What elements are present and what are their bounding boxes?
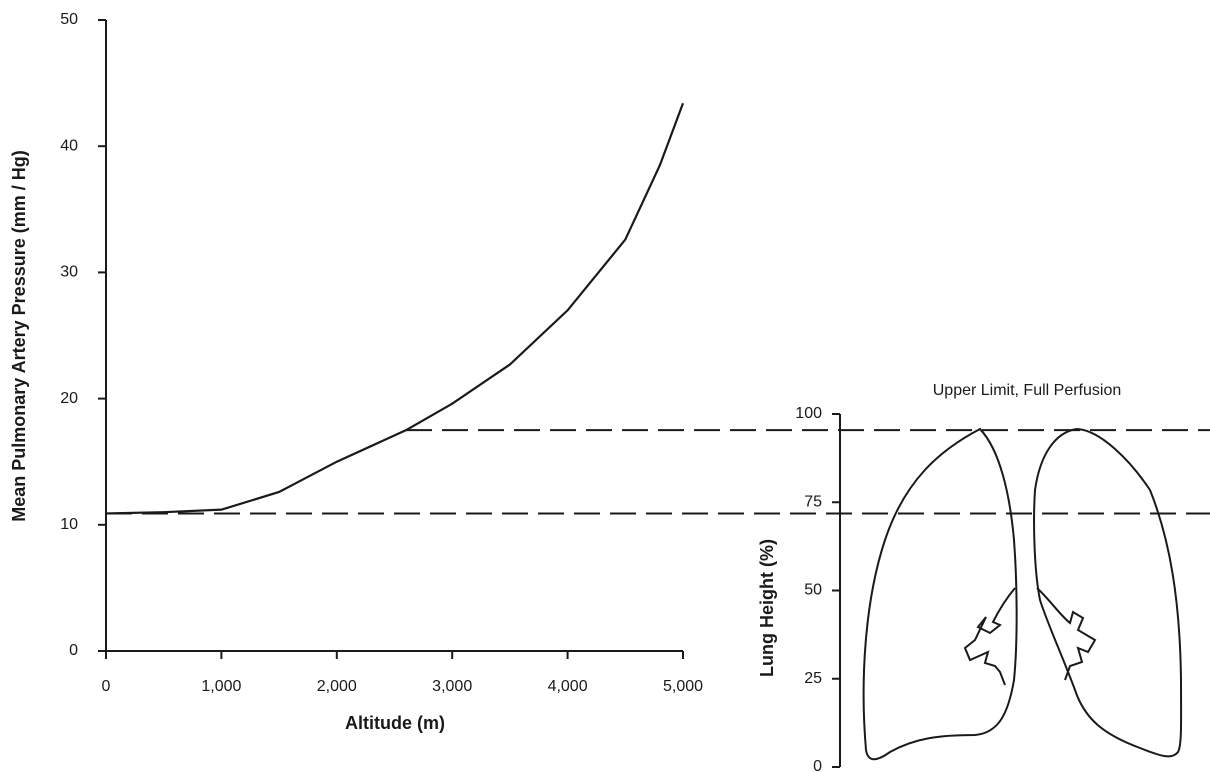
y-tick-label: 30 bbox=[60, 264, 78, 281]
lung-tick-label: 100 bbox=[795, 405, 822, 422]
y-tick-label: 0 bbox=[69, 642, 78, 659]
right-bronchus bbox=[1036, 587, 1097, 681]
x-axis-title: Altitude (m) bbox=[345, 713, 445, 733]
y-tick-label: 20 bbox=[60, 390, 78, 407]
x-tick-label: 1,000 bbox=[201, 678, 241, 695]
y-tick-label: 40 bbox=[60, 137, 78, 154]
x-tick-label: 2,000 bbox=[317, 678, 357, 695]
x-tick-label: 3,000 bbox=[432, 678, 472, 695]
x-tick-label: 4,000 bbox=[548, 678, 588, 695]
lung-tick-label: 0 bbox=[813, 758, 822, 772]
left-lung bbox=[862, 427, 1018, 761]
y-axis-title: Mean Pulmonary Artery Pressure (mm / Hg) bbox=[9, 150, 29, 521]
lung-axis-title: Lung Height (%) bbox=[757, 539, 777, 677]
lung-tick-label: 25 bbox=[804, 670, 822, 687]
data-line bbox=[105, 102, 685, 515]
lungs bbox=[862, 427, 1183, 761]
y-tick-label: 50 bbox=[60, 11, 78, 28]
left-bronchus bbox=[963, 587, 1016, 686]
lung-tick-label: 50 bbox=[804, 582, 822, 599]
x-tick-label: 0 bbox=[102, 678, 111, 695]
diagram-title: Upper Limit, Full Perfusion bbox=[933, 382, 1122, 399]
x-tick-label: 5,000 bbox=[663, 678, 703, 695]
y-tick-label: 10 bbox=[60, 516, 78, 533]
right-lung bbox=[1033, 427, 1183, 758]
lung-tick-label: 75 bbox=[804, 493, 822, 510]
